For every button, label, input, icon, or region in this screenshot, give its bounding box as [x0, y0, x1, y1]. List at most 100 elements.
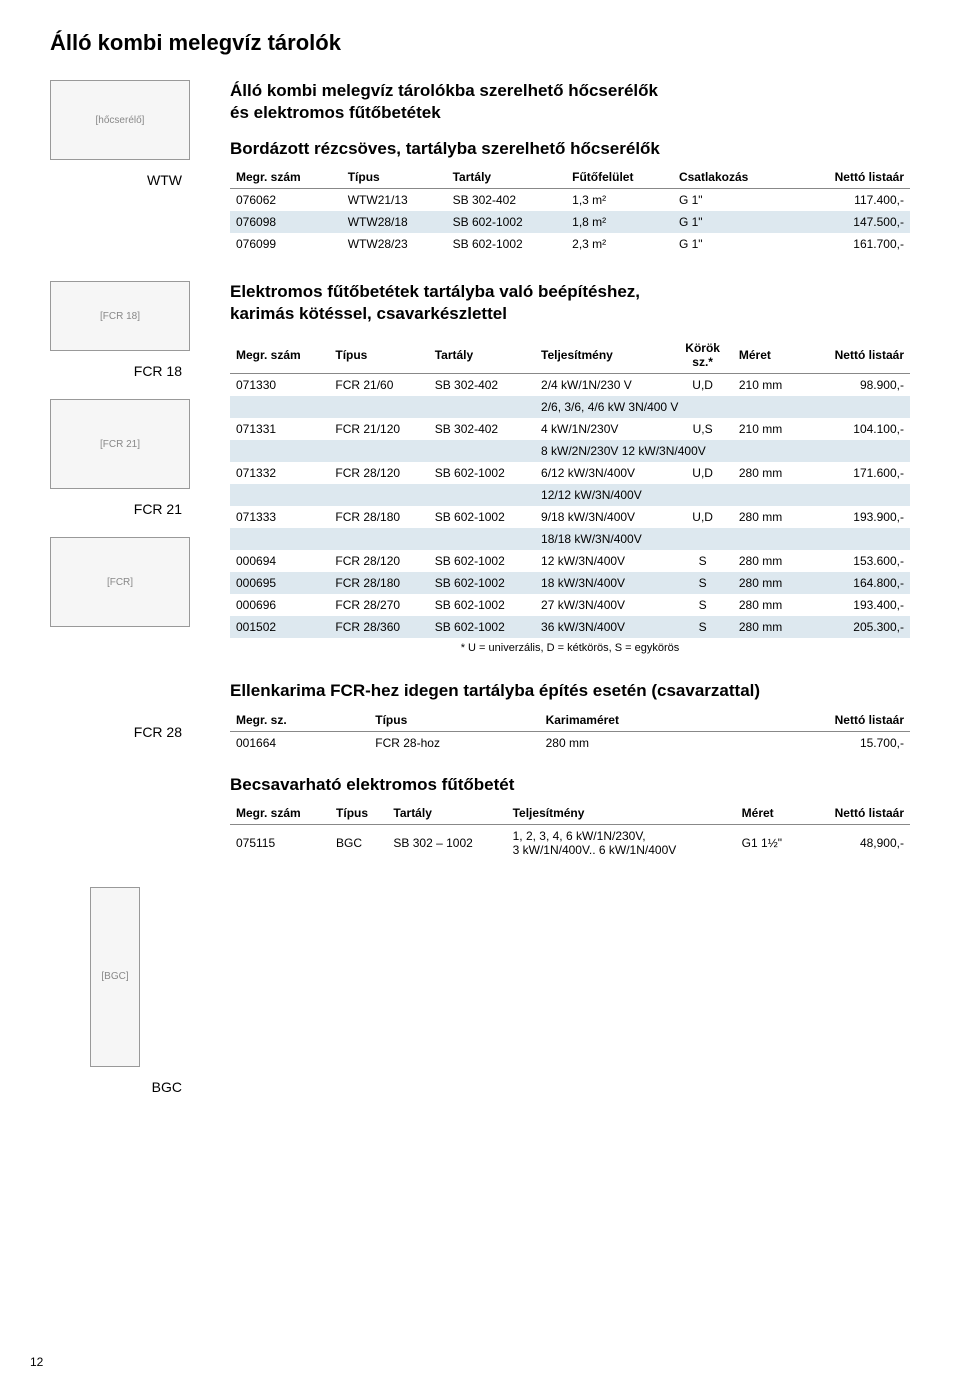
table-cell: FCR 28/180	[329, 572, 428, 594]
table-cell: 075115	[230, 824, 330, 861]
col-header: Tartály	[447, 166, 567, 189]
table-cell: 076062	[230, 189, 342, 212]
table-cell: FCR 28/180	[329, 506, 428, 528]
col-header: Típus	[329, 337, 428, 374]
page-title: Álló kombi melegvíz tárolók	[50, 30, 910, 56]
table-cell: FCR 28/270	[329, 594, 428, 616]
table-cell: 2/6, 3/6, 4/6 kW 3N/400 V	[535, 396, 910, 418]
col-header: Fűtőfelület	[566, 166, 673, 189]
section1-subheading: Bordázott rézcsöves, tartályba szerelhet…	[230, 138, 910, 160]
col-header: Csatlakozás	[673, 166, 792, 189]
table-cell: SB 602-1002	[429, 550, 535, 572]
col-header: Típus	[369, 709, 539, 732]
table-cell: U,D	[672, 374, 732, 397]
table-row: 8 kW/2N/230V 12 kW/3N/400V	[230, 440, 910, 462]
fcr21-image: [FCR 21]	[50, 399, 190, 489]
table-cell: SB 602-1002	[429, 594, 535, 616]
table-cell: SB 602-1002	[447, 211, 567, 233]
wtw-image: [hőcserélő]	[50, 80, 190, 160]
table-cell	[429, 440, 535, 462]
table-cell	[429, 528, 535, 550]
fcr18-image: [FCR 18]	[50, 281, 190, 351]
fcr-extra-image: [FCR]	[50, 537, 190, 627]
table-row: 076099WTW28/23SB 602-10022,3 m²G 1"161.7…	[230, 233, 910, 255]
table-cell: 117.400,-	[791, 189, 910, 212]
table-row: 076062WTW21/13SB 302-4021,3 m²G 1"117.40…	[230, 189, 910, 212]
table-cell: SB 302-402	[429, 374, 535, 397]
table-cell: SB 602-1002	[429, 616, 535, 638]
col-header: Nettó listaár	[729, 709, 910, 732]
table-cell: 8 kW/2N/230V 12 kW/3N/400V	[535, 440, 910, 462]
table-cell: G 1"	[673, 211, 792, 233]
col-header: Méret	[736, 802, 804, 825]
table-cell: 076099	[230, 233, 342, 255]
section2-heading-l1: Elektromos fűtőbetétek tartályba való be…	[230, 282, 640, 301]
table-cell: SB 602-1002	[447, 233, 567, 255]
table-cell: S	[672, 616, 732, 638]
table-cell: 1,3 m²	[566, 189, 673, 212]
table-cell: FCR 28/120	[329, 462, 428, 484]
flange-table: Megr. sz.TípusKarimaméretNettó listaár 0…	[230, 709, 910, 754]
table-cell: 48,900,-	[804, 824, 910, 861]
table-cell: 280 mm	[733, 506, 805, 528]
table-cell: WTW28/18	[342, 211, 447, 233]
table-cell: 071330	[230, 374, 329, 397]
table-cell	[230, 440, 329, 462]
fcr21-label: FCR 21	[50, 497, 210, 517]
table-cell: 4 kW/1N/230V	[535, 418, 672, 440]
table-cell: 071331	[230, 418, 329, 440]
col-header: Méret	[733, 337, 805, 374]
table-cell	[329, 396, 428, 418]
table-cell: 12 kW/3N/400V	[535, 550, 672, 572]
table-cell: 001664	[230, 731, 369, 754]
table-cell: 205.300,-	[805, 616, 910, 638]
table-row: 001664FCR 28-hoz280 mm15.700,-	[230, 731, 910, 754]
col-header: Típus	[342, 166, 447, 189]
table-cell	[329, 528, 428, 550]
col-header: Teljesítmény	[507, 802, 736, 825]
table-cell: 280 mm	[733, 550, 805, 572]
table-cell: SB 302 – 1002	[387, 824, 506, 861]
col-header: Megr. szám	[230, 337, 329, 374]
table-cell: 1, 2, 3, 4, 6 kW/1N/230V,3 kW/1N/400V.. …	[507, 824, 736, 861]
table-cell: 6/12 kW/3N/400V	[535, 462, 672, 484]
table-row: 071330FCR 21/60SB 302-4022/4 kW/1N/230 V…	[230, 374, 910, 397]
table-cell: 280 mm	[733, 594, 805, 616]
table-cell: 2,3 m²	[566, 233, 673, 255]
table-row: 071333FCR 28/180SB 602-10029/18 kW/3N/40…	[230, 506, 910, 528]
table-row: 12/12 kW/3N/400V	[230, 484, 910, 506]
col-header: Típus	[330, 802, 387, 825]
bgc-label: BGC	[50, 1075, 210, 1095]
table-cell	[230, 528, 329, 550]
table-cell: 104.100,-	[805, 418, 910, 440]
table-cell: 18/18 kW/3N/400V	[535, 528, 910, 550]
table-cell: S	[672, 594, 732, 616]
table-cell: 000696	[230, 594, 329, 616]
section4-heading: Becsavarható elektromos fűtőbetét	[230, 774, 910, 796]
table-cell: SB 302-402	[447, 189, 567, 212]
table-cell	[329, 440, 428, 462]
table-cell: 210 mm	[733, 418, 805, 440]
table-cell: G 1"	[673, 233, 792, 255]
section2-heading: Elektromos fűtőbetétek tartályba való be…	[230, 281, 910, 325]
table-cell: SB 302-402	[429, 418, 535, 440]
table-cell: 071332	[230, 462, 329, 484]
table-cell: WTW21/13	[342, 189, 447, 212]
table-cell: 27 kW/3N/400V	[535, 594, 672, 616]
table-cell: 18 kW/3N/400V	[535, 572, 672, 594]
table-cell: 98.900,-	[805, 374, 910, 397]
col-header: Tartály	[429, 337, 535, 374]
table-cell: SB 602-1002	[429, 506, 535, 528]
table-cell: 12/12 kW/3N/400V	[535, 484, 910, 506]
table-cell: FCR 21/60	[329, 374, 428, 397]
col-header: Nettó listaár	[805, 337, 910, 374]
table-row: 071331FCR 21/120SB 302-4024 kW/1N/230VU,…	[230, 418, 910, 440]
fcr18-label: FCR 18	[50, 359, 210, 379]
col-header: Megr. sz.	[230, 709, 369, 732]
fcr28-label: FCR 28	[50, 720, 210, 740]
table-cell: 280 mm	[540, 731, 730, 754]
table-cell: 076098	[230, 211, 342, 233]
section2-heading-l2: karimás kötéssel, csavarkészlettel	[230, 304, 507, 323]
table-row: 075115BGCSB 302 – 10021, 2, 3, 4, 6 kW/1…	[230, 824, 910, 861]
col-header: Teljesítmény	[535, 337, 672, 374]
